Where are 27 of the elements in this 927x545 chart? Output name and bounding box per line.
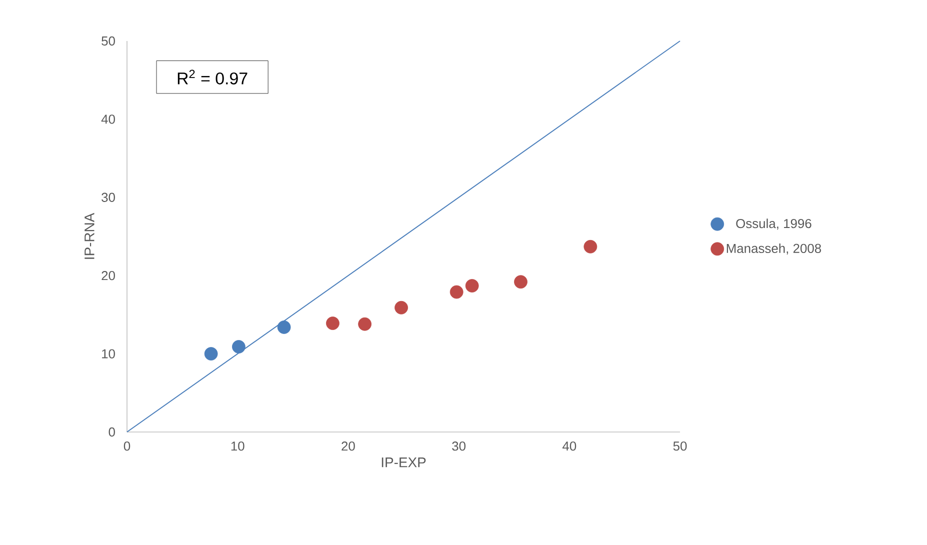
x-tick-label: 50 bbox=[673, 442, 687, 451]
y-tick-label: 40 bbox=[101, 114, 115, 124]
y-tick-label: 10 bbox=[102, 349, 115, 358]
x-tick-label: 20 bbox=[342, 442, 355, 451]
point bbox=[465, 279, 479, 292]
legend-label: Ossula, 1996 bbox=[736, 218, 812, 230]
point bbox=[232, 340, 246, 354]
x-tick-label: 30 bbox=[452, 442, 466, 451]
point bbox=[204, 347, 218, 360]
point bbox=[326, 316, 340, 330]
point bbox=[514, 275, 528, 289]
y-tick-label: 30 bbox=[102, 192, 115, 202]
y-tick-label: 50 bbox=[102, 36, 115, 46]
y-tick-label: 0 bbox=[108, 427, 115, 437]
x-tick-label: 40 bbox=[562, 442, 576, 451]
x-tick-label: 10 bbox=[231, 442, 244, 451]
annotation: R$^{2}$ = 0.97 bbox=[178, 70, 248, 84]
point bbox=[450, 285, 464, 299]
point bbox=[584, 240, 598, 254]
point bbox=[394, 300, 408, 314]
x-axis-title: IP-EXP bbox=[382, 458, 426, 468]
x-tick-label: 0 bbox=[124, 442, 130, 451]
y-axis-title: IP-RNA bbox=[84, 212, 94, 259]
legend-label: Manasseh, 2008 bbox=[726, 243, 822, 255]
point bbox=[358, 317, 372, 331]
y-tick-label: 20 bbox=[102, 271, 115, 280]
point bbox=[277, 320, 291, 334]
